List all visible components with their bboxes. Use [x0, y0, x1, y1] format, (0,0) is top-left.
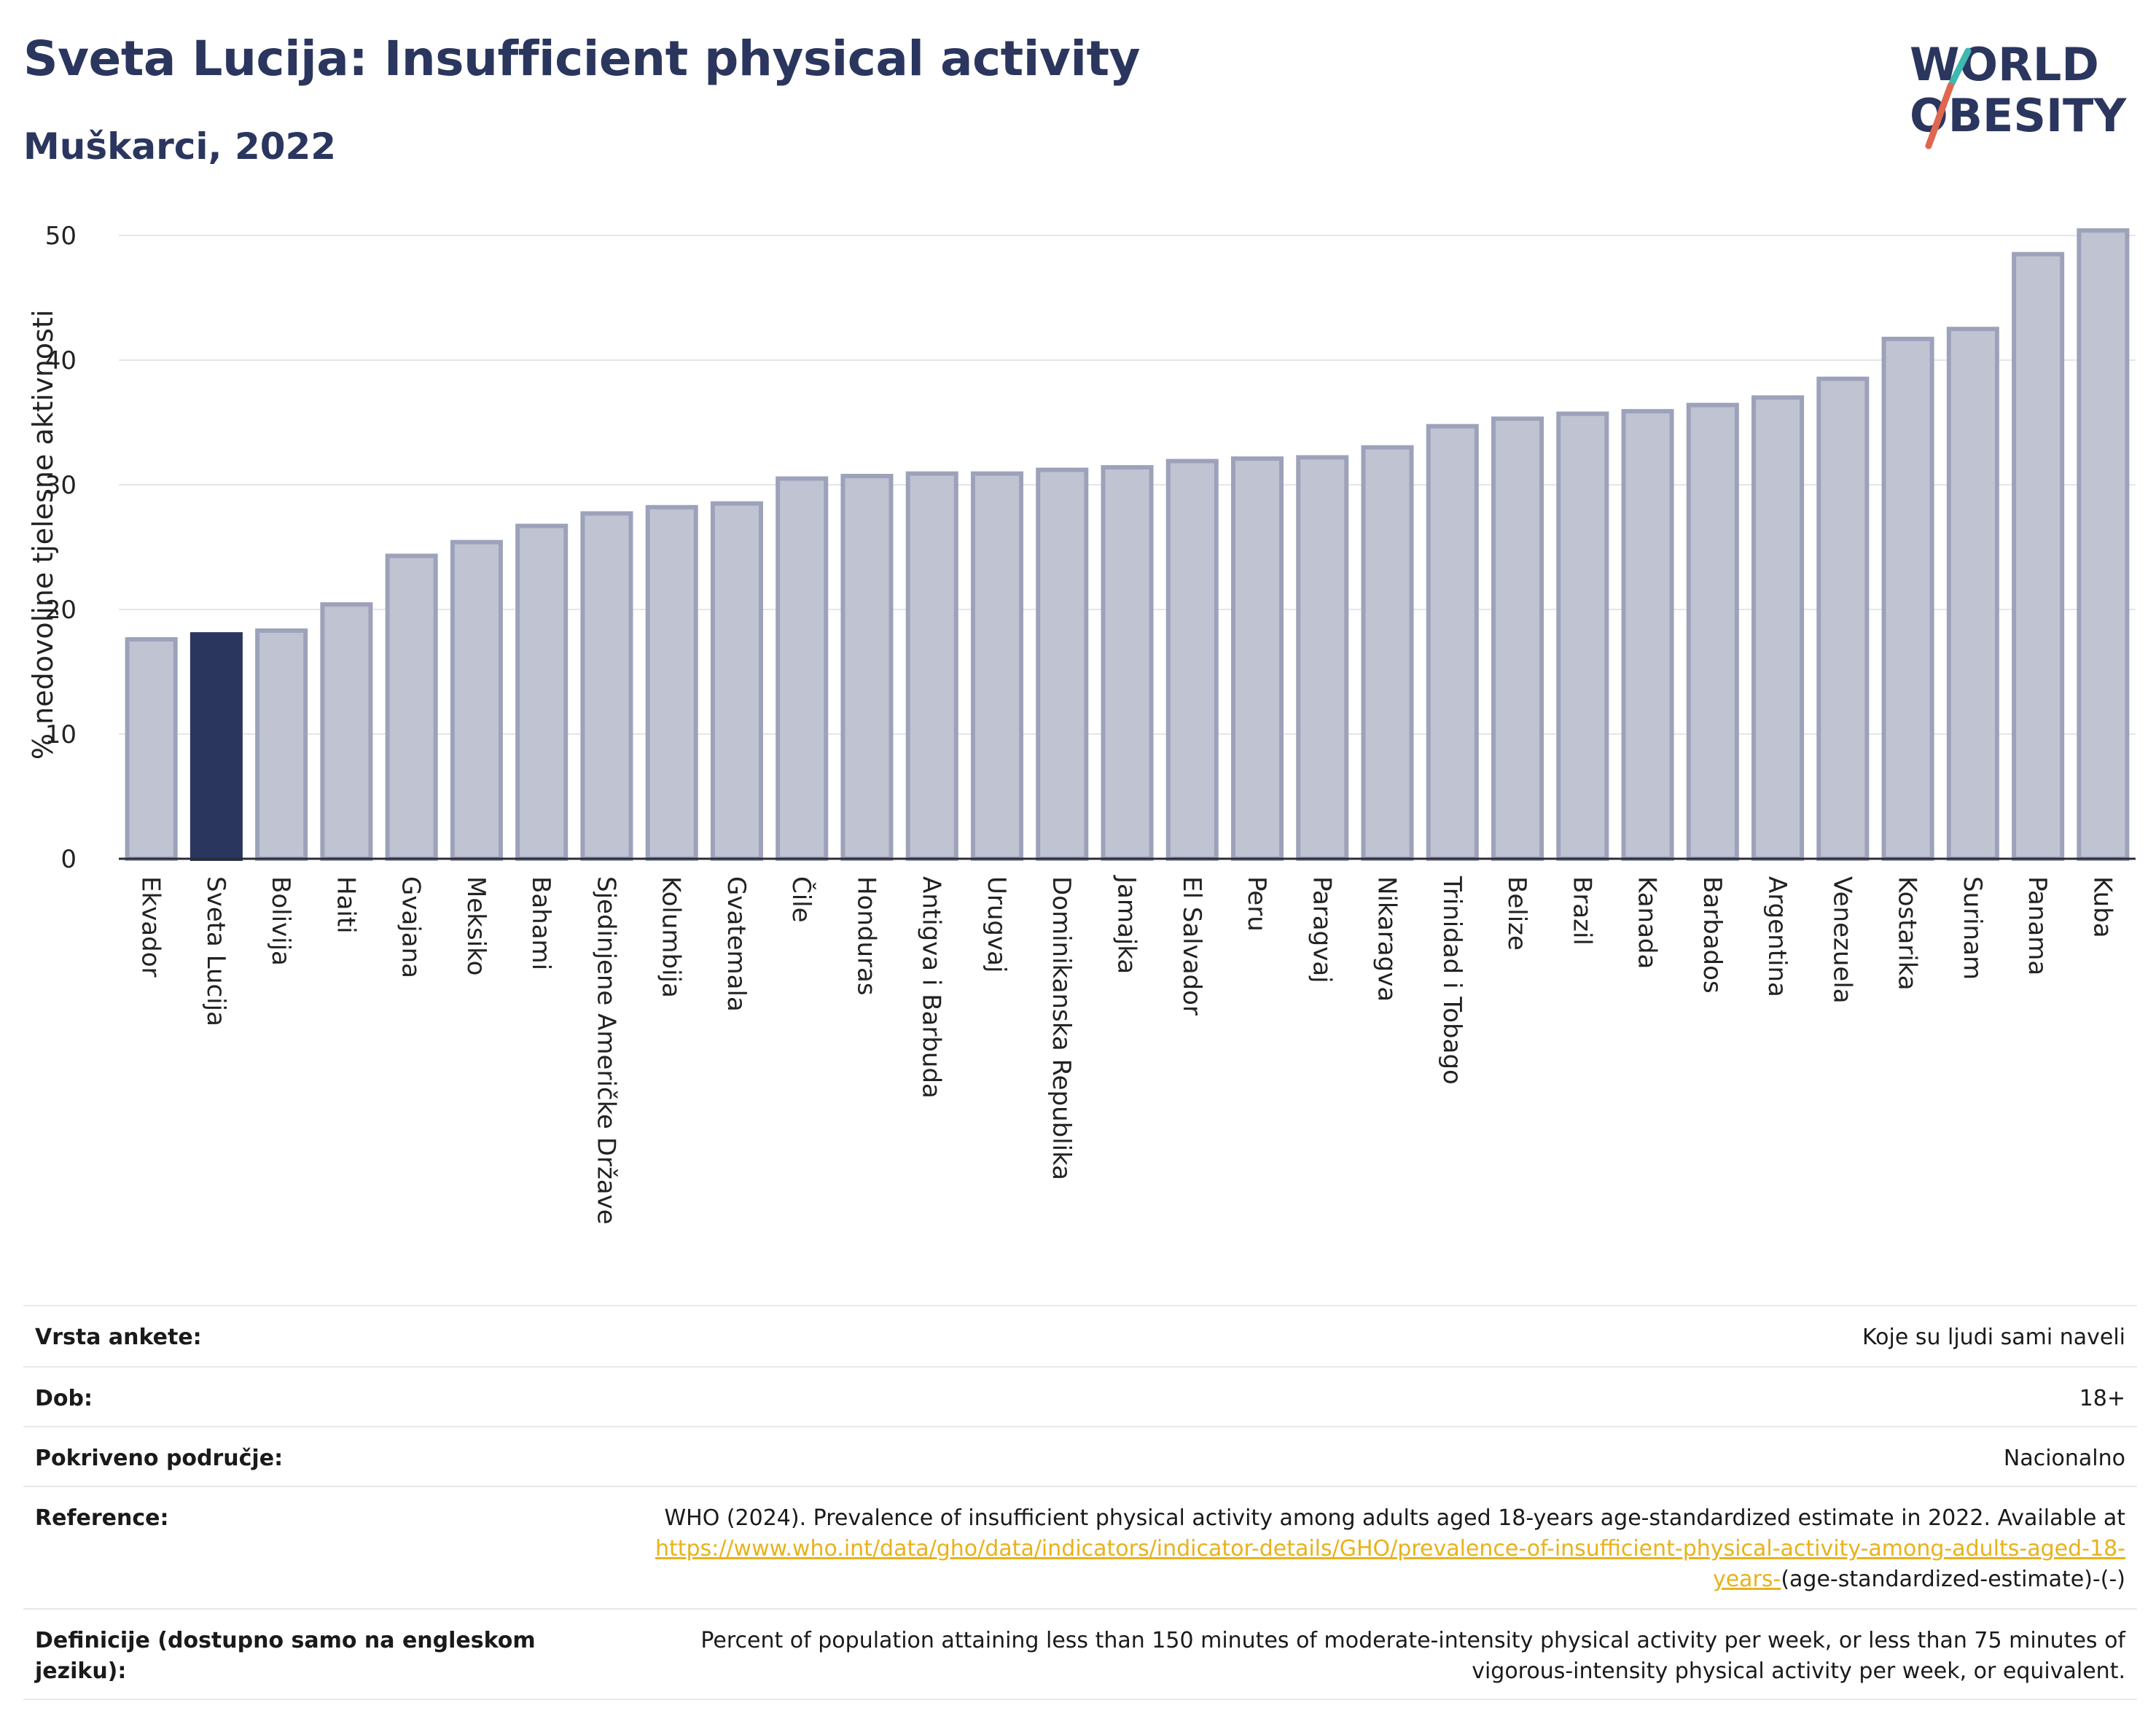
x-tick-label: Venezuela — [1827, 876, 1856, 1004]
logo-word-world: WORLD — [1910, 38, 2099, 91]
x-tick-label: Meksiko — [461, 876, 491, 975]
bar — [1296, 455, 1349, 861]
info-row-age: Dob: 18+ — [23, 1366, 2137, 1426]
bar — [1361, 445, 1414, 861]
x-tick-label: Antigva i Barbuda — [917, 876, 946, 1099]
x-tick-label: Kuba — [2087, 876, 2117, 938]
reference-tail: (age-standardized-estimate)-(-) — [1781, 1567, 2125, 1592]
world-obesity-logo: WORLD OBESITY — [1910, 38, 2127, 149]
bar — [190, 632, 243, 861]
bar — [1751, 395, 1805, 861]
info-row-reference: Reference: WHO (2024). Prevalence of ins… — [23, 1486, 2137, 1608]
reference-value: WHO (2024). Prevalence of insufficient p… — [589, 1503, 2125, 1595]
bar — [1621, 409, 1674, 861]
x-tick-label: Gvatemala — [722, 876, 751, 1012]
bar — [1686, 402, 1739, 861]
bar — [1230, 456, 1284, 861]
x-tick-label: Bahami — [526, 876, 555, 970]
survey-label: Vrsta ankete: — [35, 1325, 202, 1350]
x-tick-label: Honduras — [851, 876, 880, 996]
bar — [1556, 411, 1609, 861]
bar — [515, 523, 569, 861]
x-tick-label: Gvajana — [397, 876, 426, 978]
x-tick-label: Sveta Lucija — [201, 876, 230, 1026]
bar — [1491, 416, 1544, 861]
reference-text: WHO (2024). Prevalence of insufficient p… — [664, 1505, 2125, 1531]
bar — [710, 501, 763, 862]
bar — [1946, 327, 1999, 861]
page-title: Sveta Lucija: Insufficient physical acti… — [23, 31, 1141, 87]
x-tick-label: Peru — [1242, 876, 1271, 932]
bar — [905, 471, 958, 861]
info-row-definition: Definicije (dostupno samo na engleskom j… — [23, 1608, 2137, 1700]
logo-slash-teal — [1947, 47, 1972, 90]
x-tick-label: Kanada — [1633, 876, 1662, 969]
logo-slash-red — [1925, 82, 1954, 149]
bar — [1816, 376, 1870, 861]
bar — [1165, 459, 1219, 861]
x-tick-label: Haiti — [331, 876, 360, 934]
y-tick-label: 0 — [60, 845, 77, 874]
coverage-value: Nacionalno — [2003, 1446, 2125, 1471]
reference-link[interactable]: https://www.who.int/data/gho/data/indica… — [655, 1536, 2125, 1592]
bar — [1036, 467, 1089, 861]
bar — [255, 628, 308, 861]
y-tick-label: 50 — [45, 222, 77, 251]
y-tick-label: 20 — [45, 596, 77, 625]
bar — [1881, 336, 1934, 861]
x-tick-label: Čile — [786, 876, 816, 923]
age-value: 18+ — [2079, 1386, 2125, 1411]
x-tick-label: Barbados — [1698, 876, 1727, 994]
bar — [1426, 424, 1479, 861]
x-tick-label: El Salvador — [1177, 876, 1206, 1015]
bar — [2012, 252, 2065, 861]
x-tick-label: Paragvaj — [1307, 876, 1336, 983]
reference-label: Reference: — [35, 1505, 169, 1531]
x-tick-label: Kostarika — [1893, 876, 1922, 991]
bar — [580, 511, 633, 862]
page-subtitle: Muškarci, 2022 — [23, 125, 337, 168]
x-tick-label: Panama — [2023, 876, 2052, 975]
x-tick-label: Dominikanska Republika — [1047, 876, 1076, 1180]
y-tick-label: 40 — [45, 346, 77, 375]
x-tick-label: Jamajka — [1112, 875, 1141, 974]
bar — [1101, 465, 1154, 861]
y-tick-label: 10 — [45, 720, 77, 749]
definition-value: Percent of population attaining less tha… — [700, 1628, 2125, 1684]
x-tick-label: Brazil — [1567, 876, 1596, 946]
age-label: Dob: — [35, 1386, 93, 1411]
y-tick-label: 30 — [45, 471, 77, 500]
x-tick-label: Urugvaj — [982, 876, 1011, 972]
info-row-coverage: Pokriveno područje: Nacionalno — [23, 1426, 2137, 1486]
bar — [450, 539, 503, 861]
bar — [840, 474, 894, 861]
survey-value: Koje su ljudi sami naveli — [1862, 1325, 2125, 1350]
x-tick-label: Trinidad i Tobago — [1437, 876, 1466, 1085]
bar — [320, 602, 373, 861]
info-row-survey: Vrsta ankete: Koje su ljudi sami naveli — [23, 1305, 2137, 1366]
definition-label: Definicije (dostupno samo na engleskom j… — [35, 1628, 536, 1684]
bar — [125, 637, 178, 861]
y-axis-label: % nedovoljne tjelesne aktivnosti — [27, 310, 59, 760]
x-tick-label: Belize — [1502, 876, 1531, 951]
bar — [385, 553, 438, 861]
info-table: Vrsta ankete: Koje su ljudi sami naveli … — [23, 1305, 2137, 1700]
x-tick-label: Ekvador — [136, 876, 165, 978]
x-tick-label: Sjedinjene Američke Države — [591, 876, 620, 1225]
x-tick-label: Argentina — [1762, 876, 1792, 997]
bar — [970, 471, 1024, 861]
x-tick-label: Kolumbija — [657, 876, 686, 998]
x-tick-label: Bolivija — [266, 876, 295, 966]
bar-chart: 0 10 20 30 40 50 % nedovoljne tjelesne aktivno… — [27, 222, 2136, 1225]
x-tick-label: Surinam — [1958, 876, 1987, 980]
bar — [776, 476, 829, 861]
coverage-label: Pokriveno područje: — [35, 1446, 284, 1471]
x-tick-label: Nikaragva — [1372, 876, 1402, 1002]
bar — [2077, 228, 2130, 862]
bar — [645, 504, 698, 862]
